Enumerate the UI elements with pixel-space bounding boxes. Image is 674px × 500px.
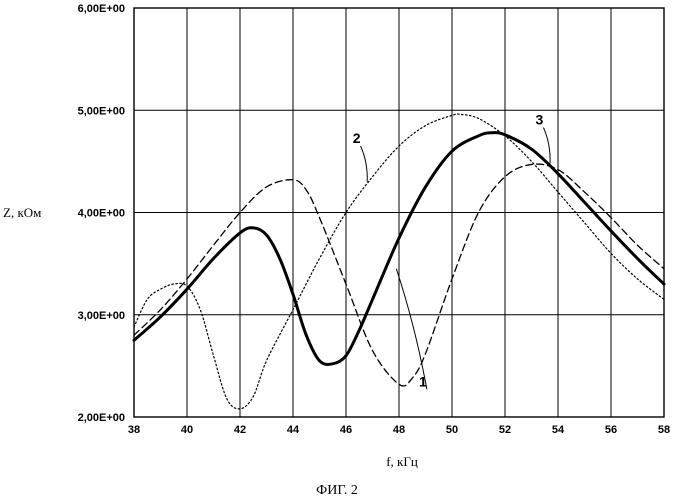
y-tick-label: 3,00E+00 xyxy=(78,310,125,322)
y-tick-label: 2,00E+00 xyxy=(78,412,125,424)
x-tick-label: 50 xyxy=(446,424,458,436)
x-tick-label: 48 xyxy=(393,424,405,436)
leader-line-1 xyxy=(396,269,427,390)
x-tick-label: 44 xyxy=(287,424,300,436)
leader-line-3 xyxy=(543,128,550,164)
x-axis-label: f, кГц xyxy=(386,454,418,469)
x-tick-label: 42 xyxy=(234,424,246,436)
x-tick-label: 56 xyxy=(605,424,617,436)
leader-line-2 xyxy=(361,146,368,182)
y-tick-label: 5,00E+00 xyxy=(78,105,125,117)
x-tick-label: 46 xyxy=(340,424,352,436)
y-tick-label: 4,00E+00 xyxy=(78,208,125,220)
tick-labels: 38 40 42 44 46 48 50 52 54 56 58 2,00E+00 3,00E+00 4,… xyxy=(78,3,671,436)
x-tick-label: 52 xyxy=(499,424,511,436)
x-tick-label: 58 xyxy=(658,424,670,436)
y-tick-label: 6,00E+00 xyxy=(78,3,125,15)
x-tick-label: 38 xyxy=(128,424,140,436)
figure-caption: ФИГ. 2 xyxy=(316,483,358,498)
y-axis-label: Z, кОм xyxy=(3,205,41,220)
curve-label-1: 1 xyxy=(419,373,427,389)
curve-label-2: 2 xyxy=(353,130,361,146)
grid xyxy=(134,8,664,417)
x-tick-label: 40 xyxy=(181,424,193,436)
curve-label-3: 3 xyxy=(536,112,544,128)
x-tick-label: 54 xyxy=(552,424,565,436)
